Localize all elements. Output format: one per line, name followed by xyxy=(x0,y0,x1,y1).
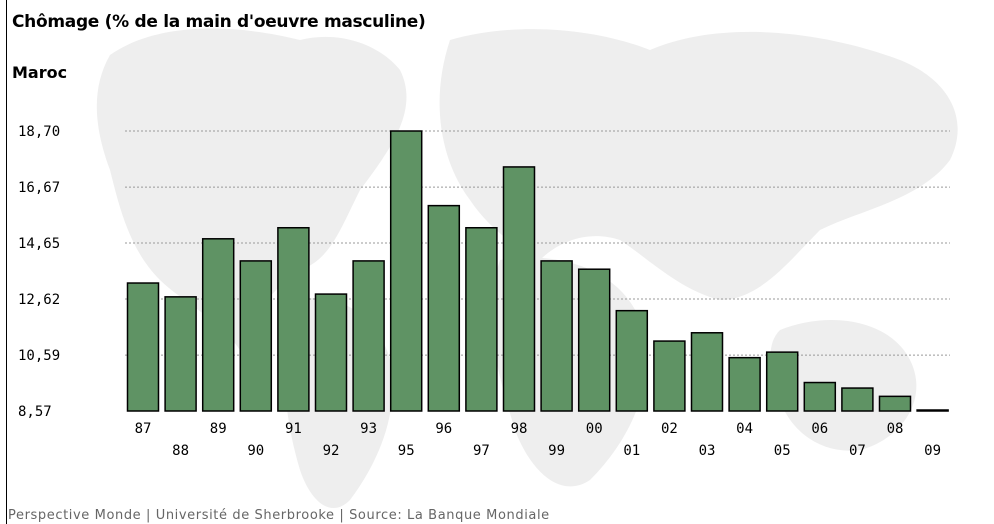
y-tick-label: 8,57 xyxy=(18,404,52,420)
bar-92 xyxy=(314,293,348,412)
x-tick-label: 02 xyxy=(661,421,678,437)
x-tick-label: 87 xyxy=(135,421,152,437)
bar-06 xyxy=(803,381,837,412)
bar-05 xyxy=(765,351,799,412)
x-tick-label: 97 xyxy=(473,443,490,459)
y-axis-ticks: 8,57 10,59 12,62 14,65 16,67 18,70 xyxy=(18,124,60,420)
y-tick-label: 12,62 xyxy=(18,292,60,308)
bar-04 xyxy=(728,356,761,412)
x-tick-label: 99 xyxy=(548,443,565,459)
x-tick-label: 93 xyxy=(360,421,377,437)
bar-90 xyxy=(239,260,273,412)
bar-03 xyxy=(690,332,724,412)
bar-87 xyxy=(126,282,160,412)
x-tick-label: 95 xyxy=(398,443,415,459)
chart-subtitle: Maroc xyxy=(12,63,68,82)
x-tick-label: 90 xyxy=(247,443,264,459)
bar-95 xyxy=(389,130,423,412)
chart-title: Chômage (% de la main d'oeuvre masculine… xyxy=(12,12,426,32)
bar-02 xyxy=(653,340,686,412)
bar-89 xyxy=(201,238,235,412)
bars xyxy=(126,130,949,412)
x-tick-label: 04 xyxy=(736,421,753,437)
x-tick-label: 07 xyxy=(849,443,866,459)
bar-08 xyxy=(878,395,912,412)
bar-91 xyxy=(277,226,310,412)
bar-96 xyxy=(427,204,461,412)
x-tick-label: 06 xyxy=(811,421,828,437)
bar-93 xyxy=(352,260,385,412)
bar-88 xyxy=(164,296,197,412)
bar-09 xyxy=(916,409,949,412)
bar-97 xyxy=(465,226,498,412)
x-axis-ticks: 87 88 89 90 91 92 93 95 96 97 98 99 00 01 02 03 04 05 06 07… xyxy=(135,421,941,459)
x-tick-label: 91 xyxy=(285,421,302,437)
y-tick-label: 16,67 xyxy=(18,180,60,196)
bar-01 xyxy=(615,309,649,412)
left-border-line xyxy=(6,0,7,524)
x-tick-label: 01 xyxy=(623,443,640,459)
x-tick-label: 96 xyxy=(435,421,452,437)
x-tick-label: 88 xyxy=(172,443,189,459)
bar-98 xyxy=(502,166,536,412)
y-tick-label: 10,59 xyxy=(18,348,60,364)
x-tick-label: 09 xyxy=(924,443,941,459)
x-tick-label: 03 xyxy=(699,443,716,459)
x-tick-label: 89 xyxy=(210,421,227,437)
x-tick-label: 00 xyxy=(586,421,603,437)
bar-07 xyxy=(841,387,874,412)
y-tick-label: 14,65 xyxy=(18,236,60,252)
x-tick-label: 92 xyxy=(323,443,340,459)
bar-99 xyxy=(540,260,573,412)
y-tick-label: 18,70 xyxy=(18,124,60,140)
x-tick-label: 98 xyxy=(511,421,528,437)
x-tick-label: 08 xyxy=(887,421,904,437)
x-tick-label: 05 xyxy=(774,443,791,459)
bar-00 xyxy=(577,268,611,412)
source-footer: Perspective Monde | Université de Sherbr… xyxy=(8,508,550,523)
